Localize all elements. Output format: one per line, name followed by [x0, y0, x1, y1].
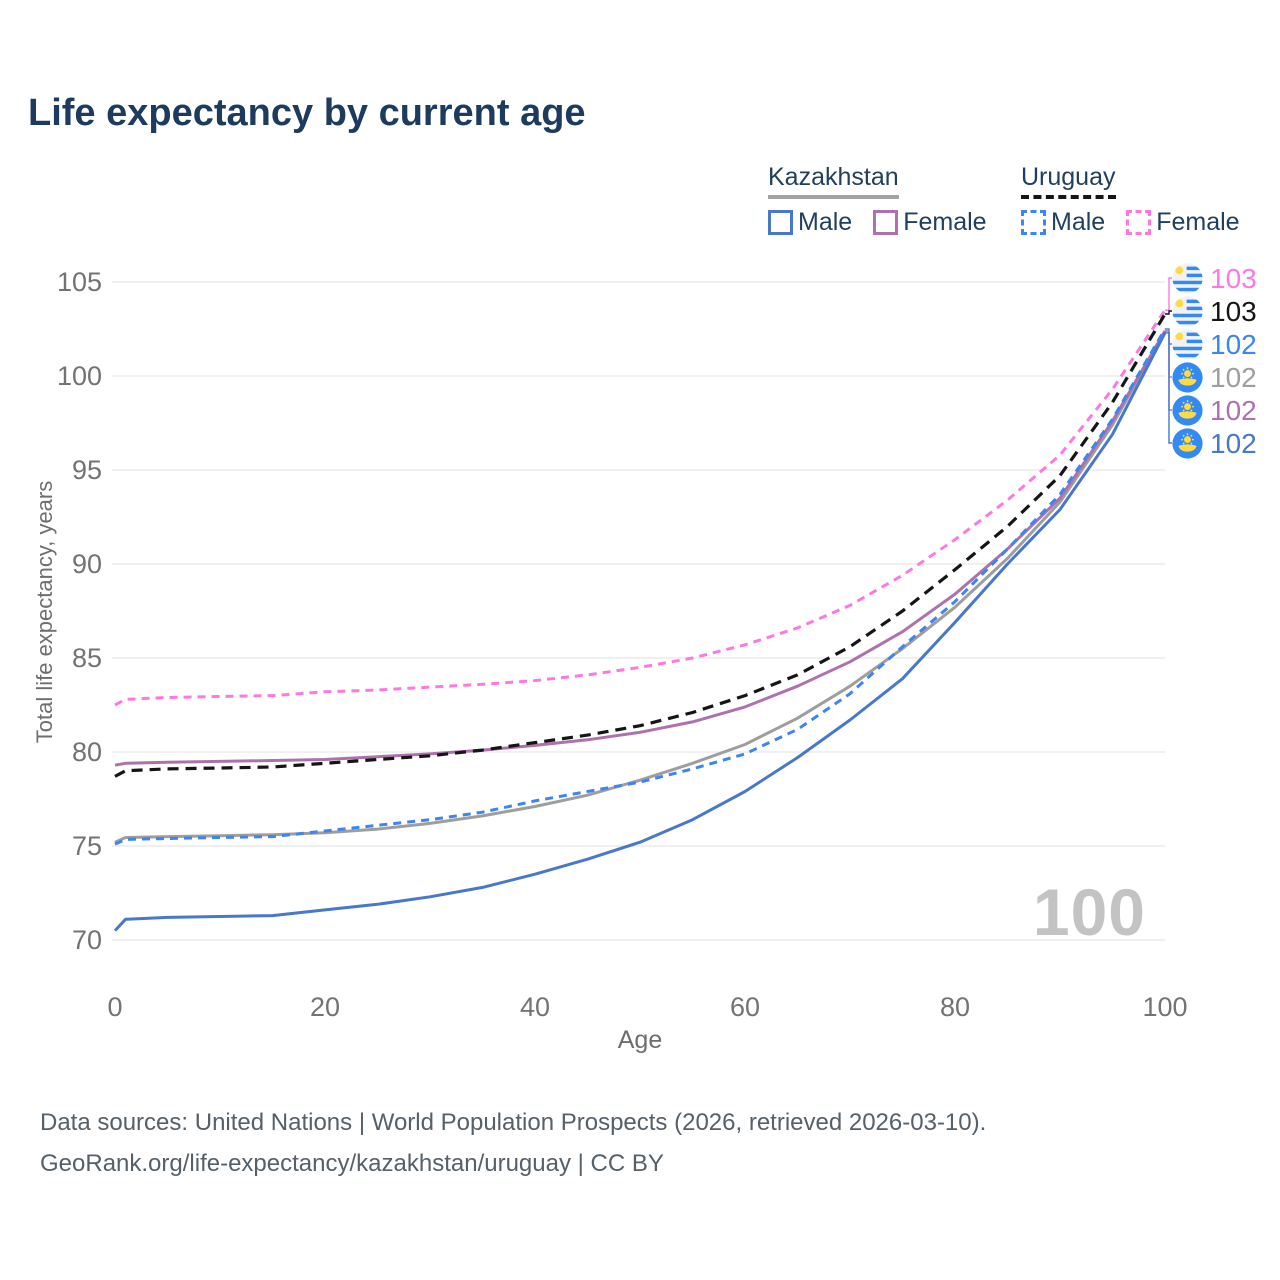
uruguay-flag-icon: [1172, 262, 1203, 294]
footer: Data sources: United Nations | World Pop…: [40, 1102, 986, 1184]
y-tick-label: 75: [71, 831, 102, 861]
series-line-kazakhstan-male[interactable]: [113, 332, 1167, 932]
footer-data-sources: Data sources: United Nations | World Pop…: [40, 1109, 987, 1136]
legend-swatch-uruguay-female[interactable]: [1126, 210, 1152, 235]
y-tick-label: 90: [71, 549, 102, 579]
callout-value: 102: [1210, 361, 1257, 393]
series-line-kazakhstan-both[interactable]: [114, 330, 1167, 844]
y-tick-label: 80: [71, 737, 102, 767]
callout-uruguay-male: 102: [1172, 328, 1257, 360]
uruguay-flag-icon: [1172, 295, 1203, 327]
y-axis-title: Total life expectancy, years: [32, 480, 57, 744]
callout-value: 102: [1210, 394, 1257, 426]
callout-kazakhstan-female: 102: [1172, 394, 1257, 426]
y-tick-label: 85: [71, 643, 102, 673]
series-line-kazakhstan-female[interactable]: [114, 330, 1167, 767]
x-tick-label: 100: [1142, 992, 1188, 1022]
callout-connector-uy_all: [1165, 310, 1172, 315]
legend-swatch-uruguay-male[interactable]: [1021, 210, 1046, 235]
hover-age-watermark: 100: [1032, 875, 1146, 949]
legend-country-uruguay[interactable]: Uruguay: [1021, 163, 1116, 199]
x-tick-label: 20: [309, 992, 341, 1022]
legend-label-uruguay-female[interactable]: Female: [1156, 208, 1240, 236]
legend-swatch-kazakhstan-male[interactable]: [768, 210, 793, 235]
series-line-uruguay-female[interactable]: [114, 309, 1167, 707]
legend-country-kazakhstan[interactable]: Kazakhstan: [768, 163, 899, 199]
kazakhstan-flag-icon: [1172, 361, 1203, 393]
legend-label-uruguay-male[interactable]: Male: [1051, 208, 1106, 236]
legend-label-kazakhstan-male[interactable]: Male: [798, 208, 853, 236]
callout-value: 102: [1210, 328, 1257, 360]
plot-svg: [112, 277, 1172, 941]
y-tick-label: 95: [71, 455, 102, 485]
callout-kazakhstan-male: 102: [1172, 427, 1257, 459]
x-tick-label: 60: [729, 992, 761, 1022]
callout-value: 103: [1210, 262, 1257, 294]
legend-swatch-kazakhstan-female[interactable]: [873, 210, 899, 235]
x-tick-label: 80: [939, 992, 971, 1022]
x-tick-label: 0: [107, 992, 123, 1022]
series-line-uruguay-both[interactable]: [114, 313, 1167, 778]
legend-group-uruguay: Uruguay Male Female: [1021, 163, 1261, 237]
kazakhstan-flag-icon: [1172, 394, 1203, 426]
y-tick-label: 70: [71, 925, 102, 955]
footer-attribution: GeoRank.org/life-expectancy/kazakhstan/u…: [40, 1150, 664, 1177]
callout-connector-kz_male: [1165, 332, 1172, 444]
callout-uruguay-female: 103: [1172, 262, 1257, 294]
y-tick-label: 105: [56, 267, 102, 297]
callout-connector-uy_female: [1165, 277, 1172, 311]
legend-group-kazakhstan: Kazakhstan Male Female: [768, 163, 1008, 237]
callout-uruguay-both: 103: [1172, 295, 1257, 327]
x-axis-title: Age: [617, 1026, 663, 1054]
x-tick-label: 40: [519, 992, 551, 1022]
callout-value: 102: [1210, 427, 1257, 459]
page-title: Life expectancy by current age: [28, 92, 586, 134]
legend-label-kazakhstan-female[interactable]: Female: [903, 208, 987, 236]
callout-value: 103: [1210, 295, 1257, 327]
series-line-uruguay-male[interactable]: [114, 328, 1167, 846]
y-tick-label: 100: [56, 361, 102, 391]
kazakhstan-flag-icon: [1172, 427, 1203, 459]
uruguay-flag-icon: [1172, 328, 1203, 360]
callout-kazakhstan-both: 102: [1172, 361, 1257, 393]
